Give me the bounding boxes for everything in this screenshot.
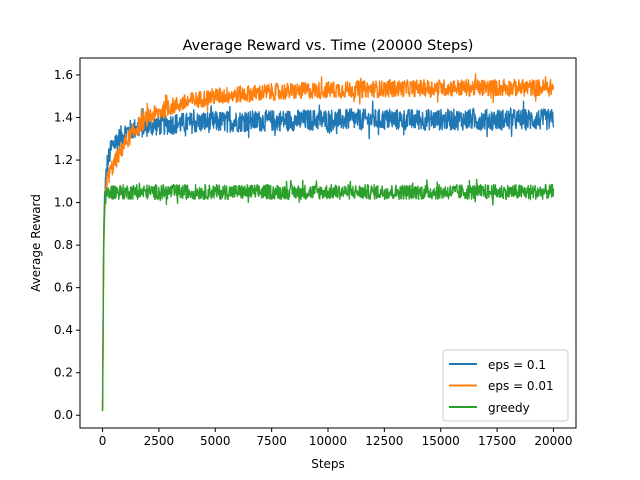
chart-title: Average Reward vs. Time (20000 Steps): [183, 38, 474, 54]
y-tick-label: 1.2: [54, 153, 73, 167]
legend-box: [442, 349, 569, 422]
legend-label-eps-0-1: eps = 0.1: [488, 358, 546, 372]
x-axis-ticks: 0 2500 5000 7500 10000 12500 15000 17500 20000: [99, 428, 573, 448]
y-tick-label: 0.4: [54, 323, 73, 337]
series-line-eps-0-1: [101, 100, 555, 411]
y-tick-label: 0.2: [54, 366, 73, 380]
x-tick-label: 20000: [534, 434, 572, 448]
y-tick-label: 0.8: [54, 238, 73, 252]
legend: eps = 0.1 eps = 0.01 greedy: [442, 349, 569, 422]
x-tick-label: 5000: [200, 434, 231, 448]
y-axis-ticks: 0.0 0.2 0.4 0.6 0.8 1.0 1.2 1.4 1.6: [54, 68, 80, 422]
x-tick-label: 15000: [422, 434, 460, 448]
y-tick-label: 1.6: [54, 68, 73, 82]
x-tick-label: 7500: [256, 434, 287, 448]
x-tick-label: 2500: [144, 434, 175, 448]
series-layer: [101, 73, 555, 411]
y-tick-label: 0.6: [54, 281, 73, 295]
x-tick-label: 12500: [365, 434, 403, 448]
series-line-eps-0-01: [101, 73, 555, 411]
x-tick-label: 17500: [478, 434, 516, 448]
y-axis-label: Average Reward: [29, 194, 43, 292]
legend-label-greedy: greedy: [488, 401, 530, 415]
y-tick-label: 1.4: [54, 111, 73, 125]
y-tick-label: 1.0: [54, 196, 73, 210]
y-tick-label: 0.0: [54, 408, 73, 422]
series-line-greedy: [101, 178, 555, 411]
x-tick-label: 10000: [309, 434, 347, 448]
x-tick-label: 0: [99, 434, 107, 448]
x-axis-label: Steps: [311, 457, 345, 471]
legend-label-eps-0-01: eps = 0.01: [488, 379, 554, 393]
